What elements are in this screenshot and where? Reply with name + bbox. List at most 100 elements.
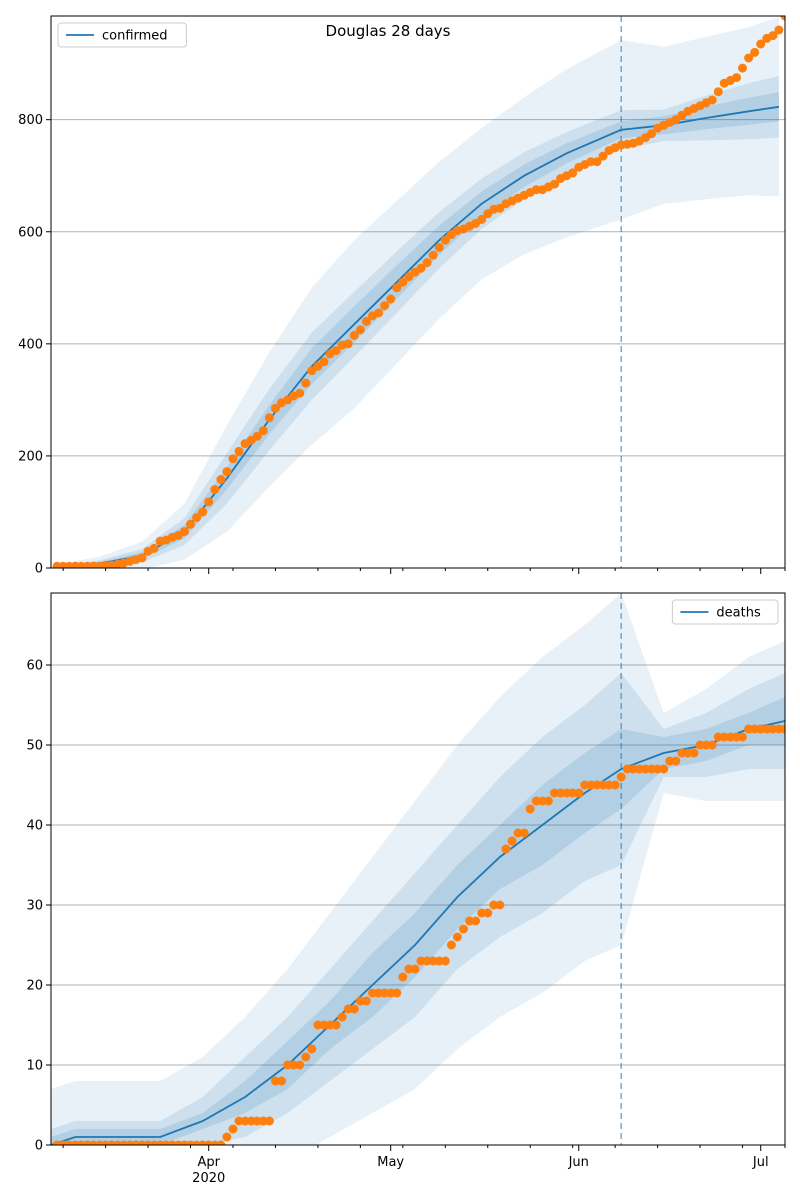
observed-point: [647, 129, 656, 139]
observed-point: [616, 772, 626, 782]
x-tick-label: May: [377, 1155, 404, 1170]
observed-point: [416, 263, 426, 273]
observed-point: [768, 31, 778, 41]
observed-point: [610, 780, 620, 790]
observed-point: [222, 467, 232, 477]
observed-points: [52, 724, 796, 1145]
observed-point: [149, 543, 159, 553]
observed-point: [780, 724, 785, 734]
observed-point: [295, 388, 305, 398]
y-tick-label: 30: [26, 899, 43, 914]
plot-frame: [50, 592, 786, 1146]
observed-points: [52, 16, 785, 568]
y-tick-label: 400: [18, 337, 43, 352]
band-middle: [51, 673, 785, 1145]
chart-title: Douglas 28 days: [326, 22, 451, 40]
y-tick-label: 200: [18, 449, 43, 464]
observed-point: [707, 740, 717, 750]
plot-frame: [50, 15, 786, 569]
observed-point: [592, 157, 602, 167]
plot-area: [51, 593, 785, 1145]
legend: deaths: [671, 599, 779, 625]
observed-point: [568, 168, 578, 178]
observed-point: [331, 1020, 341, 1030]
observed-point: [198, 507, 208, 517]
observed-point: [319, 357, 329, 367]
observed-point: [277, 1076, 286, 1086]
model-line: [51, 720, 785, 1145]
legend-box: [671, 599, 779, 625]
band-middle: [57, 76, 779, 568]
observed-point: [301, 1052, 311, 1062]
y-tick-label: 600: [18, 225, 43, 240]
observed-point: [264, 413, 274, 423]
observed-point: [434, 242, 444, 252]
observed-point: [550, 179, 559, 189]
observed-point: [216, 475, 226, 484]
observed-point: [295, 1060, 305, 1070]
band-outer: [51, 593, 785, 1145]
observed-point: [459, 924, 468, 934]
x-tick-label: Jun: [568, 1155, 589, 1170]
observed-point: [392, 283, 402, 293]
observed-point: [738, 732, 747, 742]
observed-point: [750, 47, 760, 57]
observed-point: [780, 16, 785, 21]
observed-point: [689, 748, 699, 758]
y-tick-label: 60: [26, 659, 43, 674]
observed-point: [374, 308, 384, 318]
observed-point: [774, 25, 784, 35]
x-tick-sublabel: 2020: [192, 1171, 225, 1186]
legend-box: [57, 22, 187, 48]
observed-point: [713, 87, 723, 97]
plot-area: [51, 17, 785, 568]
y-tick-label: 0: [35, 1139, 43, 1154]
observed-point: [525, 804, 535, 814]
observed-point: [380, 301, 390, 311]
observed-point: [452, 932, 462, 942]
observed-point: [440, 235, 450, 245]
observed-point: [180, 527, 189, 537]
observed-point: [192, 513, 202, 523]
observed-point: [392, 988, 402, 998]
legend-label: deaths: [716, 606, 761, 621]
x-tick-label: Apr: [197, 1155, 220, 1170]
observed-point: [137, 553, 147, 563]
observed-point: [349, 330, 359, 340]
observed-point: [446, 940, 456, 950]
observed-point: [228, 454, 238, 464]
observed-point: [301, 378, 311, 388]
observed-point: [216, 1140, 226, 1145]
observed-point: [398, 972, 408, 982]
observed-point: [222, 1132, 232, 1142]
observed-point: [252, 431, 262, 441]
observed-point: [264, 1116, 274, 1126]
observed-point: [495, 900, 505, 910]
y-tick-label: 50: [26, 739, 43, 754]
observed-point: [228, 1124, 238, 1134]
y-tick-label: 0: [35, 562, 43, 577]
band-outer: [57, 17, 779, 568]
observed-point: [707, 95, 717, 105]
observed-point: [337, 1012, 347, 1022]
observed-point: [477, 214, 487, 224]
confirmed-panel: 0 200 400 600 800 Douglas 28 days confirmed: [18, 15, 786, 577]
observed-point: [440, 956, 450, 966]
observed-point: [787, 725, 796, 734]
band-inner: [51, 697, 785, 1145]
observed-point: [307, 1044, 317, 1054]
observed-point: [671, 756, 681, 766]
observed-point: [343, 339, 353, 349]
observed-point: [270, 403, 280, 413]
observed-point: [738, 63, 747, 73]
observed-point: [355, 325, 365, 335]
x-tick-label: Jul: [752, 1155, 769, 1170]
observed-point: [361, 316, 371, 326]
y-tick-label: 800: [18, 113, 43, 128]
observed-point: [507, 836, 517, 846]
y-tick-label: 40: [26, 819, 43, 834]
observed-point: [210, 485, 220, 494]
